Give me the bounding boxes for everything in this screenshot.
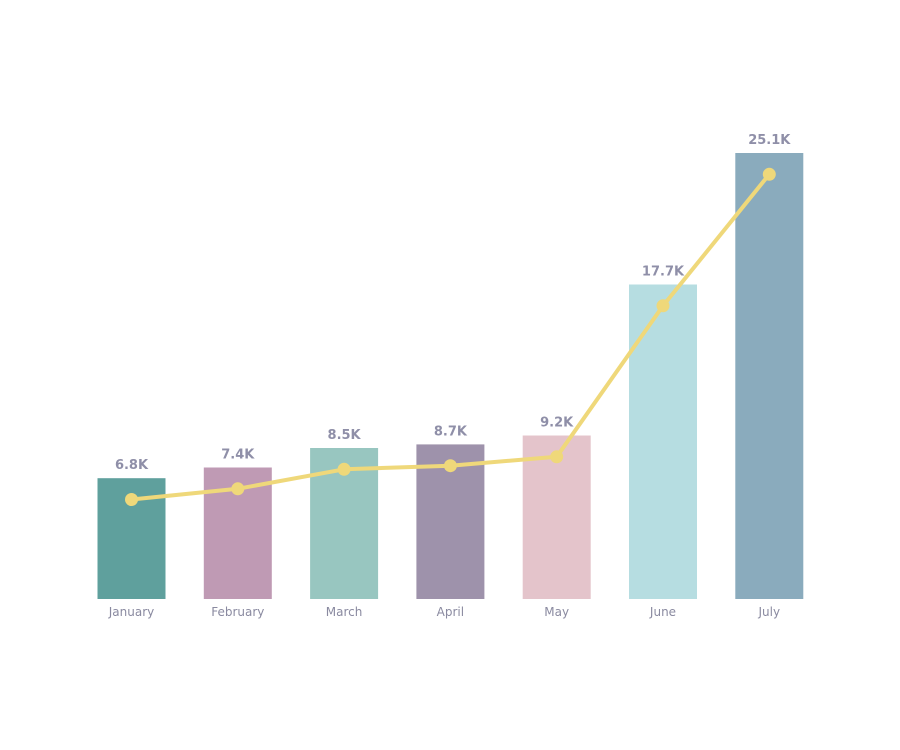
line-point-january — [125, 493, 138, 506]
line-point-june — [656, 299, 670, 313]
bar-june — [629, 284, 697, 599]
value-label-may: 9.2K — [540, 416, 574, 431]
line-point-march — [337, 462, 351, 476]
line-point-july — [762, 167, 776, 181]
category-label-june: June — [649, 605, 676, 619]
category-label-january: January — [108, 605, 155, 619]
category-label-february: February — [211, 605, 264, 619]
value-label-june: 17.7K — [642, 265, 685, 280]
value-label-february: 7.4K — [221, 448, 255, 463]
category-label-may: May — [544, 605, 569, 619]
bar-july — [735, 153, 804, 599]
value-label-march: 8.5K — [328, 428, 362, 443]
value-label-april: 8.7K — [434, 424, 468, 439]
category-labels-group: January February March April May June July — [108, 605, 780, 619]
category-label-march: March — [326, 605, 363, 619]
line-group — [125, 167, 776, 506]
value-label-july: 25.1K — [748, 133, 791, 148]
bars-group — [97, 153, 804, 599]
category-label-july: July — [758, 605, 781, 619]
value-label-january: 6.8K — [115, 458, 149, 473]
line-point-april — [443, 459, 457, 473]
category-label-april: April — [437, 605, 464, 619]
value-labels-group: 6.8K 7.4K 8.5K 8.7K 9.2K 17.7K 25.1K — [115, 133, 791, 473]
line-point-may — [550, 450, 564, 464]
line-point-february — [231, 482, 245, 496]
